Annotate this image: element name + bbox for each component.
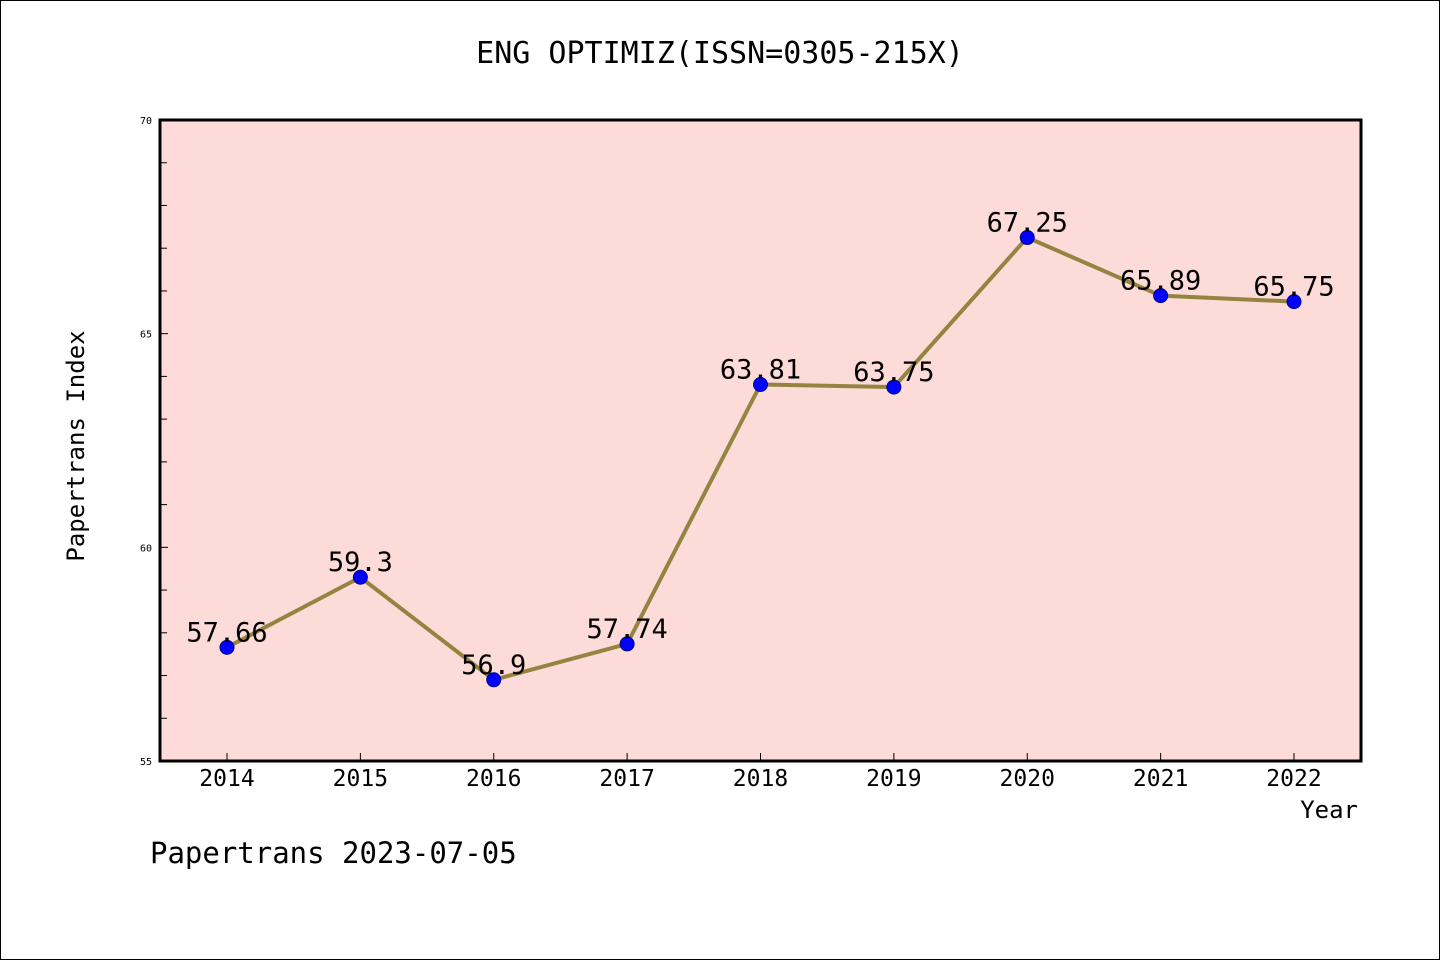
data-point	[1286, 294, 1302, 310]
data-point	[352, 569, 368, 585]
x-tick-label: 2021	[1133, 766, 1188, 792]
data-label: 56.9	[461, 650, 526, 681]
y-axis-label: Papertrans Index	[62, 330, 90, 562]
x-axis-label: Year	[1300, 796, 1358, 824]
x-tick-label: 2015	[333, 766, 388, 792]
x-tick-label: 2014	[199, 766, 254, 792]
data-label: 63.81	[720, 355, 801, 386]
x-tick-label: 2019	[866, 766, 921, 792]
y-tick-label: 55	[140, 757, 152, 768]
data-label: 57.66	[186, 617, 267, 648]
data-point	[219, 639, 235, 655]
data-label: 65.75	[1253, 272, 1334, 303]
data-point	[619, 636, 635, 652]
x-tick-label: 2016	[466, 766, 521, 792]
series-markers	[219, 230, 1302, 688]
x-tick-label: 2018	[733, 766, 788, 792]
y-tick-label: 65	[140, 330, 152, 341]
x-axis: 2014 2015 2016 2017 2018 2019 2020 2021 2022	[199, 753, 1322, 792]
x-tick-label: 2020	[1000, 766, 1055, 792]
data-label: 65.89	[1120, 266, 1201, 297]
y-tick-label: 60	[140, 543, 152, 554]
data-point	[486, 672, 502, 688]
data-label: 63.75	[853, 357, 934, 388]
data-point	[1153, 288, 1169, 304]
plot-border	[158, 118, 1363, 763]
plot-area	[160, 120, 1361, 761]
data-label: 59.3	[328, 547, 393, 578]
footer-caption: Papertrans 2023-07-05	[150, 836, 517, 870]
y-tick-label: 70	[140, 116, 152, 127]
data-labels: 57.66 59.3 56.9 57.74 63.81 63.75 67.25 65.89 65…	[186, 208, 1334, 681]
data-label: 57.74	[586, 614, 667, 645]
chart-title: ENG OPTIMIZ(ISSN=0305-215X)	[476, 36, 964, 71]
data-point	[1019, 230, 1035, 246]
data-label: 67.25	[987, 208, 1068, 239]
data-point	[753, 377, 768, 393]
data-point	[886, 379, 902, 395]
x-tick-label: 2017	[599, 766, 654, 792]
x-tick-label: 2022	[1266, 766, 1321, 792]
